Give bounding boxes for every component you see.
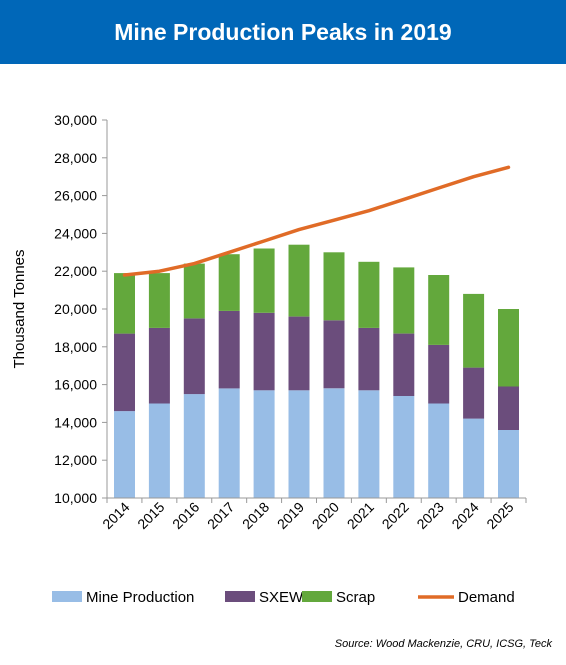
bar-sxew-2020: [323, 320, 345, 389]
bar-sxew-2014: [114, 333, 135, 412]
chart-title: Mine Production Peaks in 2019: [114, 19, 452, 45]
y-tick-label: 18,000: [54, 339, 97, 355]
bar-sxew-2017: [218, 310, 240, 389]
x-tick-label: 2024: [448, 499, 481, 532]
bar-scrap-2015: [148, 273, 170, 328]
bar-scrap-2021: [358, 261, 380, 328]
bar-sxew-2016: [183, 318, 205, 395]
bar-sxew-2015: [148, 327, 170, 404]
legend-label-mine-production: Mine Production: [86, 589, 194, 606]
bar-scrap-2019: [288, 244, 310, 317]
line-demand: [122, 165, 511, 277]
x-tick-label: 2021: [344, 499, 377, 532]
y-tick-label: 22,000: [54, 263, 97, 279]
legend-swatch-mine-production: [52, 591, 82, 602]
y-axis-title: Thousand Tonnes: [11, 250, 28, 369]
bar-mine-production-2016: [183, 394, 205, 498]
y-tick-label: 26,000: [54, 188, 97, 204]
x-tick-label: 2020: [309, 499, 342, 532]
bar-mine-production-2021: [358, 390, 380, 498]
bar-mine-production-2022: [393, 395, 415, 498]
y-tick-label: 16,000: [54, 377, 97, 393]
bar-sxew-2021: [358, 327, 380, 391]
y-tick-label: 20,000: [54, 301, 97, 317]
x-tick-label: 2019: [274, 499, 307, 532]
bar-sxew-2023: [428, 344, 450, 404]
x-tick-label: 2018: [239, 499, 272, 532]
bar-sxew-2019: [288, 316, 310, 391]
bar-mine-production-2017: [218, 388, 240, 498]
bar-scrap-2020: [323, 252, 345, 321]
bar-mine-production-2015: [148, 403, 170, 498]
y-tick-label: 24,000: [54, 225, 97, 241]
y-tick-label: 10,000: [54, 490, 97, 506]
bar-sxew-2018: [253, 312, 275, 391]
bar-mine-production-2024: [463, 418, 485, 498]
bar-mine-production-2025: [498, 430, 519, 498]
bar-mine-production-2020: [323, 388, 345, 498]
legend-label-scrap: Scrap: [336, 589, 375, 606]
bar-sxew-2024: [463, 367, 485, 419]
bar-scrap-2017: [218, 254, 240, 311]
bar-sxew-2025: [498, 386, 519, 430]
bar-mine-production-2023: [428, 403, 450, 498]
x-tick-label: 2017: [204, 499, 237, 532]
bar-scrap-2024: [463, 293, 485, 368]
bar-mine-production-2019: [288, 390, 310, 498]
bar-scrap-2025: [498, 309, 519, 387]
x-tick-label: 2022: [379, 499, 412, 532]
x-tick-label: 2014: [99, 499, 132, 532]
x-tick-label: 2025: [483, 499, 516, 532]
bar-scrap-2014: [114, 273, 135, 334]
legend-swatch-sxew: [225, 591, 255, 602]
legend-swatch-scrap: [302, 591, 332, 602]
y-tick-label: 12,000: [54, 452, 97, 468]
source-note: Source: Wood Mackenzie, CRU, ICSG, Teck: [334, 638, 552, 650]
y-tick-label: 30,000: [54, 112, 97, 128]
bar-mine-production-2018: [253, 390, 275, 498]
legend-label-sxew: SXEW: [259, 589, 304, 606]
bar-scrap-2023: [428, 275, 450, 345]
bar-scrap-2016: [183, 263, 205, 319]
bar-sxew-2022: [393, 333, 415, 396]
x-tick-label: 2023: [413, 499, 446, 532]
legend-label-demand: Demand: [458, 589, 515, 606]
bar-scrap-2018: [253, 248, 275, 313]
x-tick-label: 2015: [134, 499, 167, 532]
y-tick-label: 14,000: [54, 414, 97, 430]
title-banner: [0, 0, 566, 64]
y-tick-label: 28,000: [54, 150, 97, 166]
bar-mine-production-2014: [114, 411, 135, 498]
x-tick-label: 2016: [169, 499, 202, 532]
bar-scrap-2022: [393, 267, 415, 334]
